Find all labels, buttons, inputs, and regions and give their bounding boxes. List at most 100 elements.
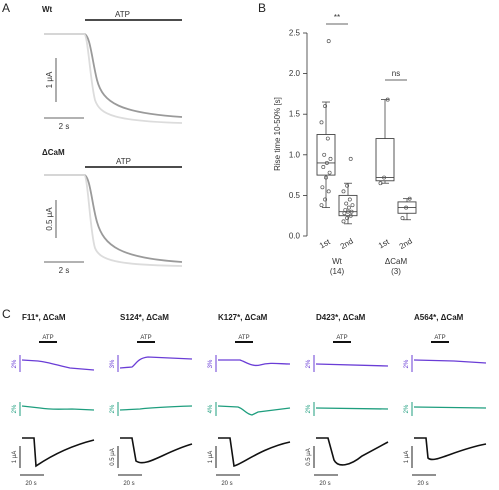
y-axis-label: Rise time 10-50% [s] [273,97,282,171]
data-point [348,213,353,218]
atp-label: ATP [140,335,151,341]
panel-letter-c: C [2,307,11,321]
panel-c: F11*, ΔCaM ATP 2% 2% 1 μA 20 s S124*, ΔCaM ATP 3… [12,313,487,487]
atp-label: ATP [238,335,249,341]
data-point [319,120,324,125]
data-point [323,104,328,109]
data-point [326,189,331,194]
data-point [345,183,350,188]
dcam-scale-time-label: 2 s [59,266,70,275]
fluorescence-trace-green [21,405,95,411]
data-point [346,209,350,214]
data-point [324,175,328,180]
y-tick-label-1: 0.5 [289,191,301,200]
current-scale-label: 0.5 μA [306,448,312,465]
wt-trace-second [44,33,183,124]
current-scale-label: 1 μA [208,451,214,463]
mutant-column-2: S124*, ΔCaM ATP 3% 2% 0.5 μA 20 s [110,313,193,487]
x-label-dcam-1st: 1st [377,237,391,251]
data-point [378,181,383,186]
current-trace [414,437,487,461]
wt-label: Wt [42,5,53,14]
data-point [322,152,327,157]
time-scale-label: 20 s [25,481,36,487]
mutant-title: S124*, ΔCaM [120,313,169,322]
mutant-title: K127*, ΔCaM [218,313,268,322]
data-point [407,196,412,201]
dcam-trace-first [44,174,183,263]
fl2-scale-label: 2% [306,404,312,413]
sig-label-wt: ** [334,13,340,22]
data-point [326,39,331,44]
time-scale-label: 20 s [417,481,428,487]
data-point [328,156,333,161]
current-trace [120,437,193,464]
panel-letter-a: A [2,1,10,15]
data-point [321,165,326,169]
data-point [350,203,355,208]
mutant-column-5: A564*, ΔCaM ATP 2% 2% 1 μA 20 s [404,313,487,487]
time-scale-label: 20 s [221,481,232,487]
sig-label-dcam: ns [392,69,400,78]
data-points [319,39,412,224]
fl1-scale-label: 3% [208,359,214,368]
fl1-scale-label: 2% [12,359,18,368]
dcam-atp-label: ATP [116,157,131,166]
fluorescence-trace-purple [218,359,291,367]
fluorescence-trace-green [119,405,193,411]
data-point [385,97,390,102]
group-label-dcam: ΔCaM [385,257,408,266]
group-label-wt: Wt [332,257,343,266]
atp-label: ATP [336,335,347,341]
data-point [349,209,354,214]
mutant-title: A564*, ΔCaM [414,313,464,322]
fluorescence-trace-purple [315,363,389,367]
dcam-label: ΔCaM [42,148,65,157]
panel-b-boxplot: Rise time 10-50% [s] 0.0 0.5 1.0 1.5 2.0… [273,13,417,276]
fl2-scale-label: 2% [404,404,410,413]
fluorescence-trace-purple [413,359,487,364]
data-point [341,189,346,194]
y-tick-label-3: 1.5 [289,110,301,119]
mutant-column-3: K127*, ΔCaM ATP 3% 4% 1 μA 20 s [208,313,291,487]
y-tick-label-2: 1.0 [289,150,301,159]
data-point [400,216,405,221]
current-scale-label: 0.5 μA [110,448,116,465]
data-point [324,160,329,165]
y-tick-label-5: 2.5 [289,29,301,38]
data-point [404,205,409,210]
data-point [345,216,350,221]
fl1-scale-label: 2% [306,359,312,368]
x-label-wt-2nd: 2nd [339,237,355,251]
wt-atp-label: ATP [115,10,130,19]
fluorescence-trace-green [413,406,487,409]
fluorescence-trace-purple [21,359,95,371]
fl1-scale-label: 3% [110,359,116,368]
fl2-scale-label: 2% [110,404,116,413]
data-point [323,197,328,202]
current-trace [218,437,291,467]
atp-label: ATP [434,335,445,341]
mutant-title: F11*, ΔCaM [22,313,66,322]
fluorescence-trace-purple [119,356,193,369]
y-tick-label-0: 0.0 [289,232,301,241]
current-scale-label: 1 μA [12,451,18,463]
mutant-column-4: D423*, ΔCaM ATP 2% 2% 0.5 μA 20 s [306,313,389,487]
data-point [347,197,352,202]
dcam-trace-second [44,174,183,267]
mutant-title: D423*, ΔCaM [316,313,366,322]
fl2-scale-label: 2% [12,404,18,413]
panel-letter-b: B [258,1,266,15]
box-rect-dcam-1st [375,138,395,182]
box-dcam-1st [375,99,395,184]
atp-label: ATP [42,335,53,341]
data-point [320,185,325,190]
mutant-column-1: F11*, ΔCaM ATP 2% 2% 1 μA 20 s [12,313,95,487]
fluorescence-trace-green [315,407,389,410]
group-n-wt: (14) [330,267,345,276]
data-point [346,205,351,210]
current-trace [22,437,95,468]
wt-scale-time-label: 2 s [59,122,70,131]
data-point [382,175,387,180]
data-point [344,201,349,206]
